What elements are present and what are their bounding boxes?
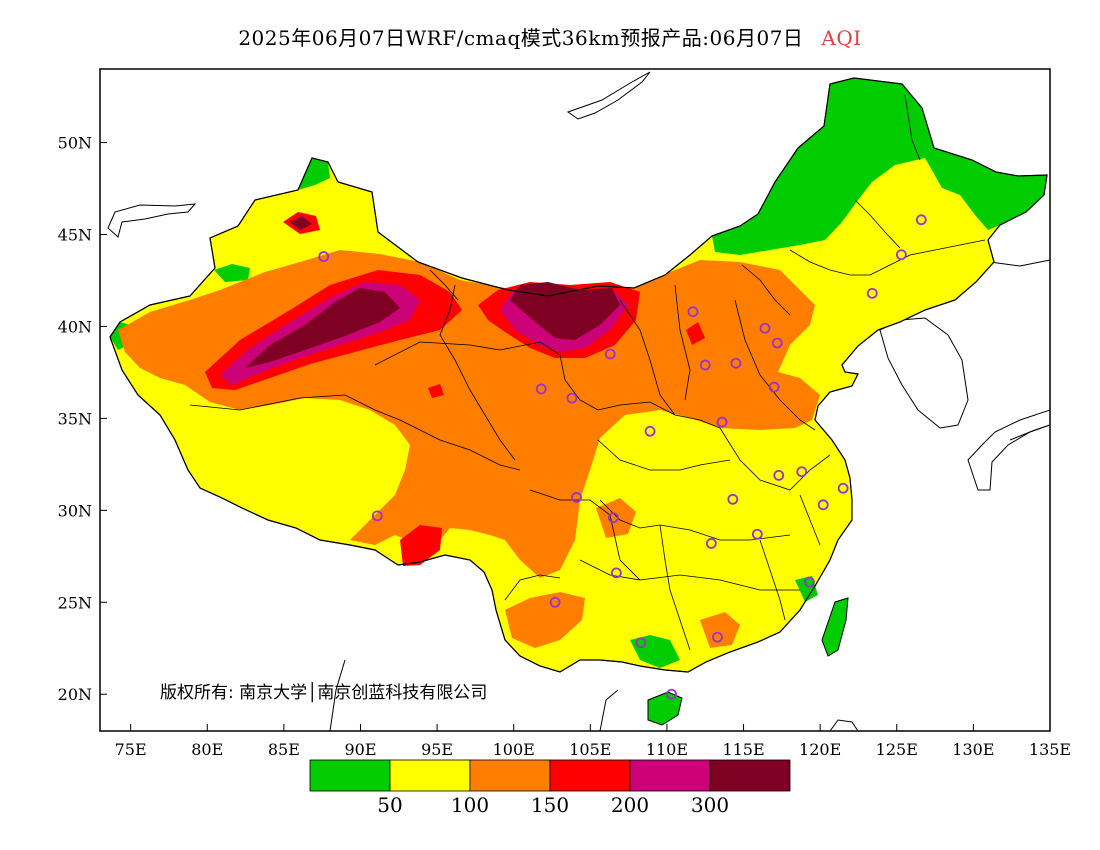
aqi-region-sensitive-south	[700, 612, 740, 648]
station-marker	[866, 287, 878, 299]
colorbar-swatch	[389, 759, 471, 792]
colorbar-label: 100	[451, 793, 489, 817]
station-marker	[730, 357, 742, 369]
x-tick-label: 75E	[115, 740, 147, 759]
colorbar-swatch	[549, 759, 631, 792]
station-marker	[318, 251, 330, 262]
aqi-region-unhealthy-dot2	[686, 322, 705, 345]
aqi-field	[109, 77, 1048, 726]
station-markers	[318, 214, 927, 700]
station-marker	[604, 348, 616, 360]
station-marker	[759, 322, 771, 334]
x-tick-label: 110E	[646, 740, 688, 759]
title-main: 2025年06月07日WRF/cmaq模式36km预报产品:06月07日	[238, 26, 804, 50]
y-tick-label: 25N	[58, 593, 92, 612]
station-marker	[666, 688, 677, 700]
station-marker	[751, 528, 763, 540]
aqi-region-good-small	[214, 264, 250, 282]
station-marker	[610, 567, 622, 579]
colorbar-label: 50	[377, 793, 402, 817]
station-marker	[915, 214, 927, 226]
map-plot-area	[107, 71, 1050, 731]
aqi-region-hazardous-small	[290, 216, 312, 230]
y-tick-label: 40N	[58, 317, 92, 336]
colorbar-label: 200	[611, 793, 649, 817]
station-marker	[804, 576, 815, 588]
colorbar-label: 300	[691, 793, 729, 817]
colorbar-swatch	[709, 759, 791, 792]
station-marker	[817, 499, 829, 511]
colorbar-swatch	[469, 759, 551, 792]
x-tick-label: 80E	[191, 740, 223, 759]
station-marker	[895, 249, 907, 261]
x-tick-label: 135E	[1029, 740, 1071, 759]
y-tick-label: 45N	[58, 226, 92, 245]
station-marker	[635, 637, 647, 649]
station-marker	[796, 466, 808, 478]
station-marker	[768, 381, 780, 393]
x-tick-label: 115E	[722, 740, 764, 759]
country-outline	[109, 77, 1048, 673]
station-marker	[727, 493, 739, 505]
title-variable: AQI	[821, 26, 862, 50]
station-marker	[571, 492, 582, 503]
aqi-region-sensitive-sw	[505, 592, 585, 648]
x-tick-label: 125E	[876, 740, 918, 759]
colorbar-swatch	[309, 759, 391, 792]
station-marker	[644, 425, 656, 437]
station-marker	[535, 383, 547, 395]
aqi-region-unhealthy-tibet	[400, 525, 442, 566]
y-tick-label: 30N	[58, 501, 92, 520]
x-tick-label: 90E	[344, 740, 376, 759]
station-marker	[566, 392, 578, 404]
station-marker	[549, 596, 561, 608]
station-marker	[716, 416, 728, 428]
station-marker	[371, 510, 383, 522]
aqi-region-good-northeast	[712, 78, 1047, 255]
station-marker	[699, 359, 711, 371]
x-tick-label: 105E	[569, 740, 611, 759]
station-marker	[773, 469, 785, 481]
aqi-colorbar: 50 100 150 200 300	[309, 759, 791, 817]
aqi-region-sensitive-yb	[596, 498, 636, 538]
aqi-region-good-taiwan	[821, 597, 849, 657]
y-tick-label: 35N	[58, 409, 92, 428]
x-tick-label: 100E	[493, 740, 535, 759]
aqi-region-unhealthy-dot1	[428, 384, 444, 398]
x-tick-label: 120E	[799, 740, 841, 759]
province-boundaries	[189, 94, 986, 651]
aqi-region-good-hainan	[647, 691, 683, 726]
aqi-region-good-fujian	[795, 576, 818, 602]
aqi-region-hazardous	[245, 288, 400, 368]
station-marker	[607, 512, 619, 524]
colorbar-swatch	[629, 759, 711, 792]
x-tick-label: 130E	[952, 740, 994, 759]
map-frame	[99, 68, 1051, 732]
station-marker	[705, 538, 717, 549]
aqi-region-good-guangxi	[630, 635, 680, 668]
x-tick-label: 95E	[421, 740, 453, 759]
station-marker	[712, 631, 723, 643]
station-marker	[687, 306, 699, 318]
copyright-notice: 版权所有: 南京大学│南京创蓝科技有限公司	[160, 683, 488, 703]
colorbar-label: 150	[531, 793, 569, 817]
aqi-region-good-nw	[298, 158, 330, 190]
aqi-region-hazardous-2	[510, 282, 620, 340]
y-tick-label: 50N	[58, 134, 92, 153]
axis-ticks: 75E 80E 85E 90E 95E 100E 105E 110E 115E 120E 125E 1…	[58, 134, 1071, 759]
y-tick-label: 20N	[58, 685, 92, 704]
map-title: 2025年06月07日WRF/cmaq模式36km预报产品:06月07日 AQI	[0, 22, 1100, 51]
x-tick-label: 85E	[268, 740, 300, 759]
station-marker	[837, 482, 849, 494]
station-marker	[771, 337, 783, 349]
